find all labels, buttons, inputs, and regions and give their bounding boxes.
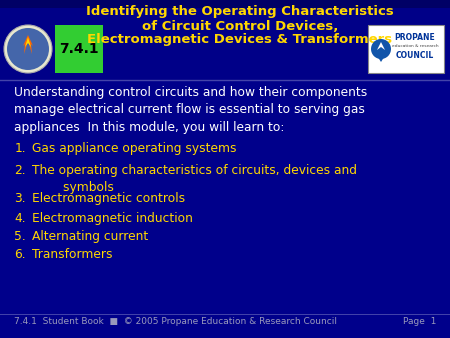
Text: 7.4.1: 7.4.1: [59, 42, 99, 56]
Bar: [0, 8, 450, 80]
Text: Electromagnetic Devices & Transformers: Electromagnetic Devices & Transformers: [87, 33, 392, 47]
Text: of Circuit Control Devices,: of Circuit Control Devices,: [142, 20, 338, 32]
Text: 7.4.1  Student Book  ■  © 2005 Propane Education & Research Council: 7.4.1 Student Book ■ © 2005 Propane Educ…: [14, 317, 337, 327]
Text: 4.: 4.: [14, 212, 26, 225]
Bar: [0, 0, 450, 8]
Text: Alternating current: Alternating current: [32, 230, 148, 243]
Circle shape: [7, 28, 49, 70]
Text: 3.: 3.: [14, 192, 26, 205]
Bar: [55, 25, 103, 73]
Text: Electromagnetic controls: Electromagnetic controls: [32, 192, 185, 205]
Polygon shape: [377, 42, 385, 50]
Polygon shape: [23, 35, 33, 54]
Circle shape: [4, 25, 52, 73]
Text: Electromagnetic induction: Electromagnetic induction: [32, 212, 193, 225]
Text: COUNCIL: COUNCIL: [396, 50, 434, 59]
Text: Understanding control circuits and how their components
manage electrical curren: Understanding control circuits and how t…: [14, 86, 367, 134]
Circle shape: [371, 39, 391, 59]
Polygon shape: [25, 37, 31, 47]
Text: Page  1: Page 1: [403, 317, 436, 327]
Text: Transformers: Transformers: [32, 248, 112, 261]
Bar: [368, 25, 444, 73]
Polygon shape: [374, 51, 388, 62]
Text: education & research: education & research: [392, 44, 438, 48]
Text: PROPANE: PROPANE: [395, 32, 436, 42]
Text: 2.: 2.: [14, 164, 26, 177]
Text: 5.: 5.: [14, 230, 26, 243]
Text: 6.: 6.: [14, 248, 26, 261]
Text: 1.: 1.: [14, 142, 26, 155]
Text: Gas appliance operating systems: Gas appliance operating systems: [32, 142, 237, 155]
Text: Identifying the Operating Characteristics: Identifying the Operating Characteristic…: [86, 5, 394, 19]
Text: The operating characteristics of circuits, devices and
        symbols: The operating characteristics of circuit…: [32, 164, 357, 194]
